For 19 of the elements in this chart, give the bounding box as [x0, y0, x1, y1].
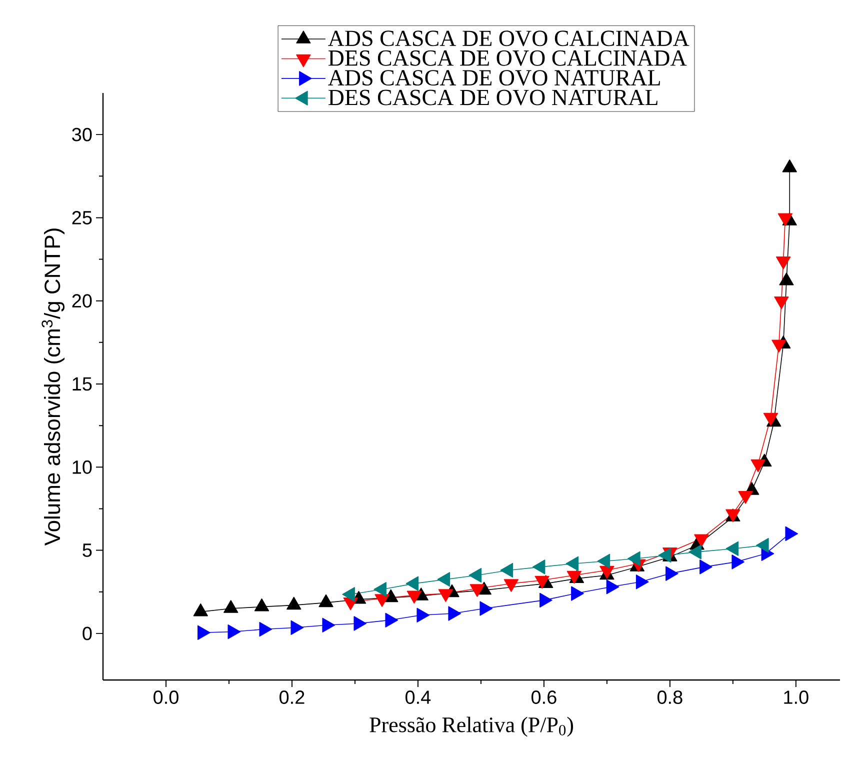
y-tick-label: 15 [72, 377, 92, 391]
x-tick-label: 0.8 [657, 690, 682, 704]
x-tick-label: 0.0 [154, 690, 178, 704]
x-tick-label: 0.6 [531, 690, 556, 704]
y-tick-label: 25 [72, 210, 92, 224]
legend-label: DES CASCA DE OVO CALCINADA [328, 50, 687, 66]
x-tick-label: 0.2 [280, 690, 304, 704]
y-tick-label: 5 [82, 544, 92, 557]
x-tick-label: 1.0 [784, 690, 808, 704]
y-tick-label: 0 [82, 626, 92, 640]
y-tick-label: 10 [72, 460, 92, 474]
x-axis-title: Pressão Relativa (P/P$_{0}$) [370, 716, 574, 737]
y-tick-label: 20 [72, 294, 92, 308]
legend-label: DES CASCA DE OVO NATURAL [328, 90, 658, 106]
legend-label: ADS CASCA DE OVO CALCINADA [328, 30, 690, 46]
y-tick-label: 30 [72, 128, 92, 142]
legend-label: ADS CASCA DE OVO NATURAL [328, 70, 660, 86]
y-axis-title: Volume adsorvido (cm$^{3}$/g CNTP) [42, 228, 65, 546]
x-tick-label: 0.4 [406, 690, 431, 704]
